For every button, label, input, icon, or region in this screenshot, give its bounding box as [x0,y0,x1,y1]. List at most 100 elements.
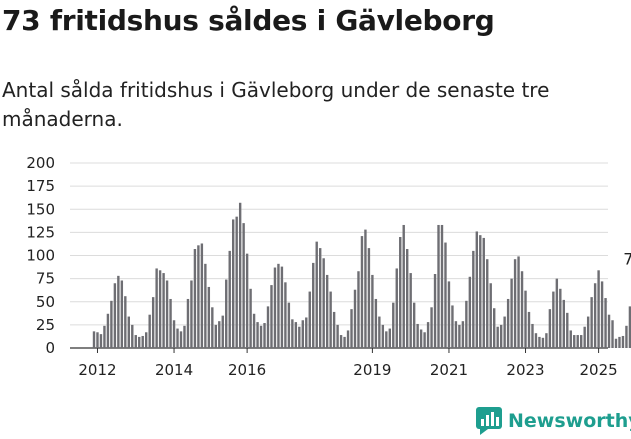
brand-name: Newsworthy [508,410,631,432]
bar [270,285,273,348]
bar [259,325,263,348]
bar [145,332,148,348]
bar [319,248,322,348]
bar [183,325,186,348]
bar [92,331,96,348]
bar [461,321,465,348]
bar [329,291,332,348]
bar [169,298,172,348]
bar [580,335,583,348]
bar [151,297,155,349]
chart-title: 73 fritidshus såldes i Gävleborg [2,4,495,37]
bar [614,338,618,348]
bar [440,224,444,348]
y-tick-label: 200 [26,154,55,172]
bar [252,313,256,348]
bar [99,334,103,349]
bar [381,324,385,349]
bar [204,263,207,348]
bar [242,223,245,348]
bar [493,308,496,348]
bar [534,333,538,348]
bar [378,316,381,348]
bar [263,323,266,348]
bar [566,312,569,348]
chart-subtitle: Antal sålda fritidshus i Gävleborg under… [2,78,550,131]
bar-chart: 0 25 50 75 100 125 150 175 200 73 2012 2014 2016 2019… [26,154,631,379]
bar [454,321,458,348]
bar [176,328,179,348]
bar [489,283,492,348]
bar [249,288,252,348]
bar [301,320,304,348]
y-tick-label: 150 [26,200,55,218]
bar [277,263,280,348]
bar [416,323,419,348]
bar [548,309,552,348]
bar [430,307,433,348]
bar [562,299,565,348]
bar [590,297,593,349]
bar [266,306,270,349]
bar [472,250,475,349]
bar [374,298,378,348]
x-tick-label: 2019 [353,361,391,379]
bar [364,229,367,348]
bar [291,319,294,348]
bar [444,242,447,348]
bar [339,335,343,348]
bar [555,278,559,349]
bar [127,316,130,348]
bar [305,317,308,348]
y-tick-label: 100 [26,247,55,265]
bar [284,282,287,348]
x-tick-label: 2021 [430,361,468,379]
bar [367,248,371,348]
bar [357,271,360,348]
bar [583,326,586,348]
bar [552,291,555,348]
bar [332,311,336,348]
bar [395,268,398,348]
y-tick-label: 50 [36,293,55,311]
bar [426,322,430,348]
bar [499,324,503,349]
bar [315,241,318,348]
bar [117,275,120,348]
bar [559,288,562,348]
bar [451,305,454,348]
bar [207,286,211,348]
bar [437,224,440,348]
bar [621,335,625,348]
bar [325,274,329,348]
bar [506,298,510,348]
bar [155,268,158,348]
bar [124,296,127,348]
newsworthy-logo: Newsworthy [476,407,631,435]
bar [628,306,631,349]
y-tick-label: 175 [26,177,55,195]
bar [531,323,534,348]
bar [600,281,604,348]
bar [604,298,607,348]
bar [312,262,315,348]
x-tick-label: 2012 [78,361,116,379]
newsworthy-chart-icon [476,407,502,435]
bar [343,336,346,348]
bar [232,219,235,348]
bar [406,249,409,348]
bar [597,270,600,348]
bar [138,336,141,348]
bar [273,267,277,348]
bar [280,266,284,348]
y-tick-label: 0 [45,339,55,357]
bar [308,291,311,348]
bar [486,259,489,348]
bar [353,289,357,348]
bar [256,322,259,348]
bar [113,283,117,348]
bar [607,314,611,348]
bar [238,202,242,348]
bar [179,331,183,348]
bar [350,309,353,348]
